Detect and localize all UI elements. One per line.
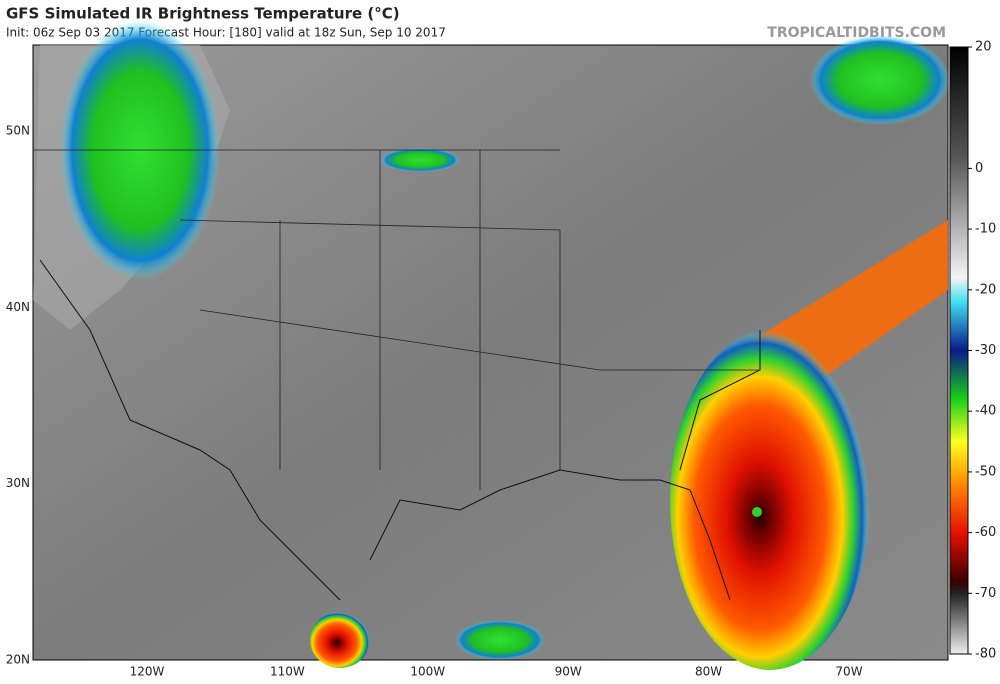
latitude-label: 20N (6, 652, 30, 666)
longitude-label: 110W (270, 665, 305, 679)
colorbar-label: -60 (975, 525, 996, 540)
cloud-area (380, 148, 460, 172)
hurricane-eye (752, 507, 762, 517)
cloud-area (810, 35, 950, 125)
colorbar-label: -40 (975, 404, 996, 419)
latitude-label: 40N (6, 300, 30, 314)
colorbar-label: -20 (975, 282, 996, 297)
coastline (39, 259, 761, 601)
title: GFS Simulated IR Brightness Temperature … (6, 5, 400, 23)
longitude-label: 80W (695, 665, 722, 679)
latitude-label: 30N (6, 476, 30, 490)
colorbar-label: -70 (975, 586, 996, 601)
colorbar-label: 0 (975, 161, 983, 176)
latitude-label: 50N (6, 124, 30, 138)
colorbar-label: -50 (975, 464, 996, 479)
colorbar (949, 46, 969, 655)
longitude-label: 70W (835, 665, 862, 679)
labels: 50N 40N 30N 20N 120W 110W 100W 90W 80W 70W 20 0 -10 -… (6, 40, 996, 679)
subtitle: Init: 06z Sep 03 2017 Forecast Hour: [18… (6, 26, 446, 40)
cloud-area (455, 620, 545, 660)
credit: TROPICALTIDBITS.COM (767, 25, 946, 41)
longitude-label: 90W (555, 665, 582, 679)
colorbar-label: -80 (975, 647, 996, 662)
borders (33, 149, 760, 490)
hurricane (670, 330, 870, 670)
storm-cell (310, 612, 370, 668)
colorbar-label: -10 (975, 222, 996, 237)
colorbar-label: 20 (975, 40, 992, 55)
longitude-label: 120W (130, 665, 165, 679)
colorbar-label: -30 (975, 343, 996, 358)
longitude-label: 100W (410, 665, 445, 679)
map (32, 20, 950, 670)
